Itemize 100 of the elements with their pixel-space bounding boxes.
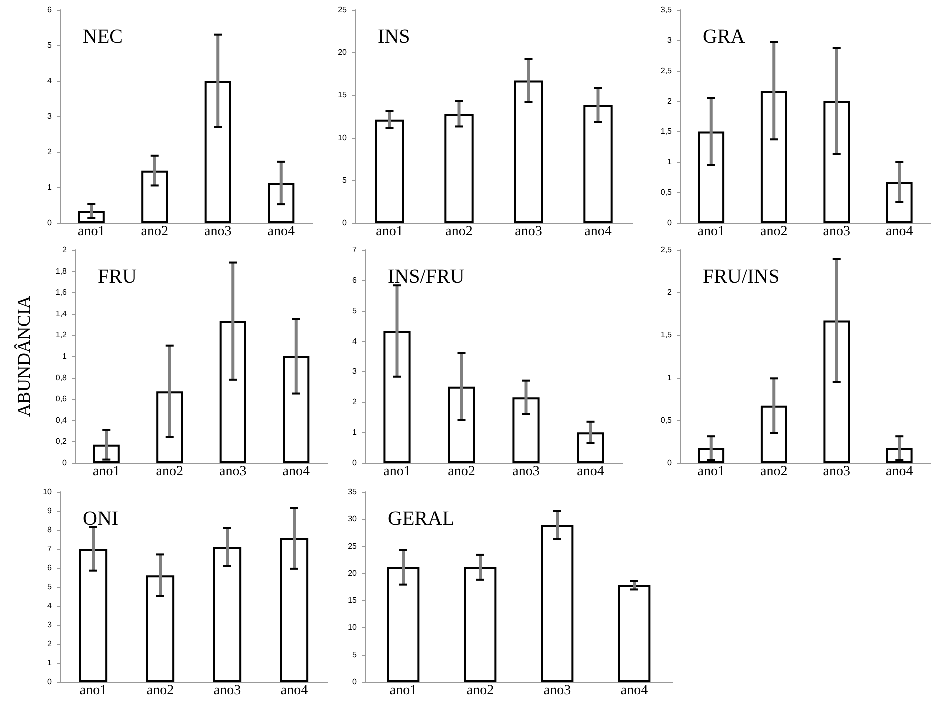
- y-tick-label: 2,5: [660, 246, 673, 254]
- y-tick-label: 1,4: [56, 309, 68, 318]
- x-tick-label: ano1: [93, 464, 120, 480]
- bar: [577, 432, 604, 463]
- bar: [760, 90, 788, 223]
- bar: [824, 101, 850, 223]
- x-tick-label: ano4: [886, 464, 914, 480]
- x-tick-label: ano1: [384, 464, 411, 480]
- y-tick-label: 25: [338, 6, 348, 14]
- bar: [824, 320, 850, 463]
- y-tick-label: 6: [48, 6, 53, 14]
- y-tick-label: 25: [348, 542, 358, 551]
- y-tick-label: 20: [338, 48, 348, 58]
- bar: [268, 183, 295, 223]
- x-tick-label: ano3: [515, 224, 542, 240]
- y-tick-label: 1,6: [56, 288, 68, 298]
- y-tick-label: 0,4: [56, 416, 68, 425]
- y-tick-label: 1: [668, 158, 673, 167]
- x-tick-label: ano1: [80, 684, 108, 698]
- y-tick-label: 0: [342, 218, 348, 228]
- y-tick-label: 2,5: [660, 66, 673, 76]
- y-tick-label: 5: [352, 306, 358, 316]
- bar: [204, 81, 232, 223]
- text: FRU: [98, 266, 138, 288]
- x-tick-label: ano2: [760, 464, 788, 480]
- text: GRA: [703, 26, 746, 48]
- bar: [698, 132, 725, 223]
- y-tick-label: 1: [668, 373, 673, 382]
- bar: [541, 525, 574, 682]
- y-tick-label: 2: [48, 148, 53, 156]
- x-tick-label: ano4: [620, 684, 648, 698]
- bar: [760, 406, 788, 463]
- y-tick-label: 7: [48, 544, 53, 554]
- y-tick-label: 0,2: [56, 437, 68, 446]
- text: INS/FRU: [388, 266, 466, 288]
- y-tick-label: 0: [668, 218, 673, 228]
- y-tick-label: 5: [48, 41, 53, 50]
- y-tick-label: 3: [352, 367, 358, 376]
- text: NEC: [83, 26, 123, 48]
- x-tick-label: ano2: [146, 684, 174, 698]
- bar: [387, 567, 420, 682]
- bar: [283, 356, 310, 463]
- y-tick-label: 1: [48, 658, 53, 668]
- y-tick-label: 5: [352, 650, 358, 660]
- y-tick-label: 2: [48, 640, 53, 648]
- bar: [584, 105, 613, 223]
- x-tick-label: ano2: [141, 224, 168, 240]
- x-tick-label: ano3: [214, 684, 242, 698]
- y-tick-label: 0,5: [660, 188, 673, 198]
- x-tick-label: ano3: [220, 464, 247, 480]
- y-tick-label: 0: [668, 458, 673, 468]
- x-tick-label: ano2: [446, 224, 473, 240]
- y-tick-label: 4: [48, 76, 53, 86]
- y-tick-label: 3: [668, 36, 673, 45]
- y-tick-label: 0,8: [56, 373, 68, 382]
- x-tick-label: ano1: [698, 224, 725, 240]
- bar: [444, 114, 474, 223]
- bar: [375, 120, 404, 223]
- y-tick-label: 7: [352, 246, 358, 254]
- x-tick-label: ano2: [466, 684, 494, 698]
- bar: [384, 331, 411, 463]
- x-tick-label: ano1: [390, 684, 418, 698]
- bar: [213, 547, 242, 682]
- y-tick-label: 0,5: [660, 416, 673, 425]
- y-tick-label: 15: [338, 90, 348, 100]
- y-axis-title: ABUNDÂNCIA: [14, 296, 34, 417]
- bar: [220, 321, 246, 463]
- y-tick-label: 5: [342, 176, 348, 185]
- text: INS: [378, 26, 410, 48]
- y-tick-label: 0: [48, 678, 53, 686]
- y-tick-label: 3: [48, 620, 53, 630]
- y-tick-label: 10: [338, 133, 348, 142]
- text: FRU/INS: [703, 266, 780, 288]
- x-tick-label: ano3: [544, 684, 572, 698]
- y-tick-label: 1: [62, 352, 68, 361]
- x-tick-label: ano3: [823, 464, 850, 480]
- bar: [512, 398, 540, 463]
- bar: [618, 585, 651, 682]
- y-tick-label: 3: [48, 112, 53, 121]
- y-tick-label: 4: [352, 336, 358, 346]
- x-tick-label: ano1: [78, 224, 106, 240]
- y-tick-label: 3,5: [660, 6, 673, 14]
- text: GERAL: [388, 508, 455, 530]
- x-tick-label: ano1: [376, 224, 404, 240]
- x-tick-label: ano4: [886, 224, 914, 240]
- y-tick-label: 1: [48, 183, 53, 192]
- x-tick-label: ano3: [204, 224, 232, 240]
- y-tick-label: 2: [668, 288, 673, 298]
- bar: [280, 538, 309, 682]
- y-tick-label: 1,5: [660, 127, 673, 136]
- x-tick-label: ano4: [282, 464, 310, 480]
- y-tick-label: 8: [48, 526, 53, 534]
- bar: [448, 386, 476, 463]
- y-tick-label: 2: [352, 398, 358, 407]
- bar: [464, 567, 497, 682]
- bar: [886, 182, 913, 223]
- y-tick-label: 0,6: [56, 394, 68, 404]
- x-tick-label: ano2: [760, 224, 788, 240]
- y-tick-label: 20: [348, 568, 358, 578]
- y-tick-label: 0: [62, 458, 68, 468]
